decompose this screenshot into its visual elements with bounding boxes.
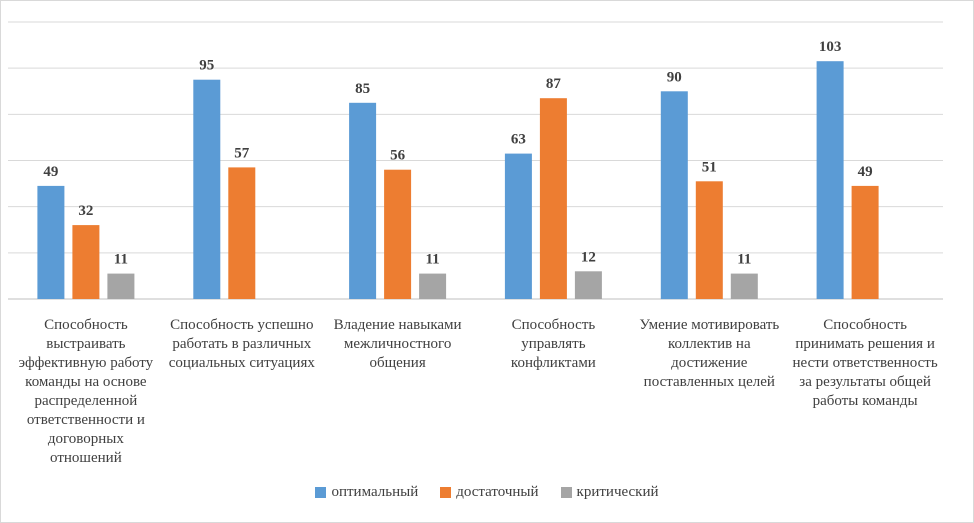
legend: оптимальный достаточный критический: [0, 484, 974, 501]
gridlines: [8, 21, 943, 300]
data-label-3-3: 11: [426, 252, 440, 268]
data-label-1-3: 85: [355, 81, 370, 97]
bar-3-5: [730, 273, 758, 299]
bar-2-3: [384, 169, 412, 299]
data-label-1-4: 63: [511, 132, 526, 148]
data-label-1-5: 90: [667, 69, 682, 85]
bar-1-4: [504, 153, 532, 299]
bar-2-5: [695, 181, 723, 299]
data-label-1-2: 95: [199, 58, 214, 74]
category-label-2: Способность успешно работать в различных…: [168, 317, 315, 371]
data-label-3-5: 11: [737, 252, 751, 268]
bar-3-3: [419, 273, 447, 299]
bar-2-2: [228, 167, 256, 299]
data-label-2-2: 57: [234, 145, 250, 161]
bar-2-1: [72, 225, 100, 299]
legend-swatch-critical: [560, 487, 572, 498]
category-label-1: Способность выстраивать эффективную рабо…: [18, 317, 154, 466]
category-label-5: Умение мотивировать коллектив на достиже…: [639, 317, 780, 390]
data-label-3-1: 11: [114, 252, 128, 268]
data-label-1-6: 103: [819, 39, 842, 55]
legend-item-optimal: оптимальный: [315, 484, 418, 501]
data-label-2-4: 87: [546, 76, 562, 92]
legend-label-critical: критический: [576, 484, 659, 500]
bar-1-6: [816, 61, 844, 300]
legend-swatch-optimal: [315, 487, 327, 498]
legend-swatch-sufficient: [440, 487, 452, 498]
bar-2-6: [851, 185, 879, 299]
bar-1-3: [349, 102, 377, 299]
legend-item-sufficient: достаточный: [440, 484, 539, 501]
data-label-1-1: 49: [43, 164, 58, 180]
data-label-2-5: 51: [702, 159, 717, 175]
bar-2-4: [539, 98, 567, 299]
bars: [37, 61, 879, 300]
bar-1-2: [193, 79, 221, 299]
data-labels: 49 32 11 95 57 85 56 11 63 87 12 90 51 11 103 49: [43, 39, 872, 267]
data-label-2-1: 32: [78, 203, 93, 219]
data-label-2-3: 56: [390, 148, 406, 164]
bar-1-1: [37, 185, 65, 299]
bar-1-5: [660, 91, 688, 300]
category-label-3: Владение навыками межличностного общения: [333, 317, 462, 371]
category-label-4: Способность управлять конфликтами: [510, 317, 596, 371]
legend-item-critical: критический: [560, 484, 659, 501]
legend-label-sufficient: достаточный: [456, 484, 539, 500]
bar-3-1: [107, 273, 135, 299]
category-label-6: Способность принимать решения и нести от…: [792, 317, 938, 409]
data-label-3-4: 12: [581, 249, 596, 265]
data-label-2-6: 49: [858, 164, 873, 180]
bar-3-4: [574, 271, 602, 299]
legend-label-optimal: оптимальный: [331, 484, 419, 500]
